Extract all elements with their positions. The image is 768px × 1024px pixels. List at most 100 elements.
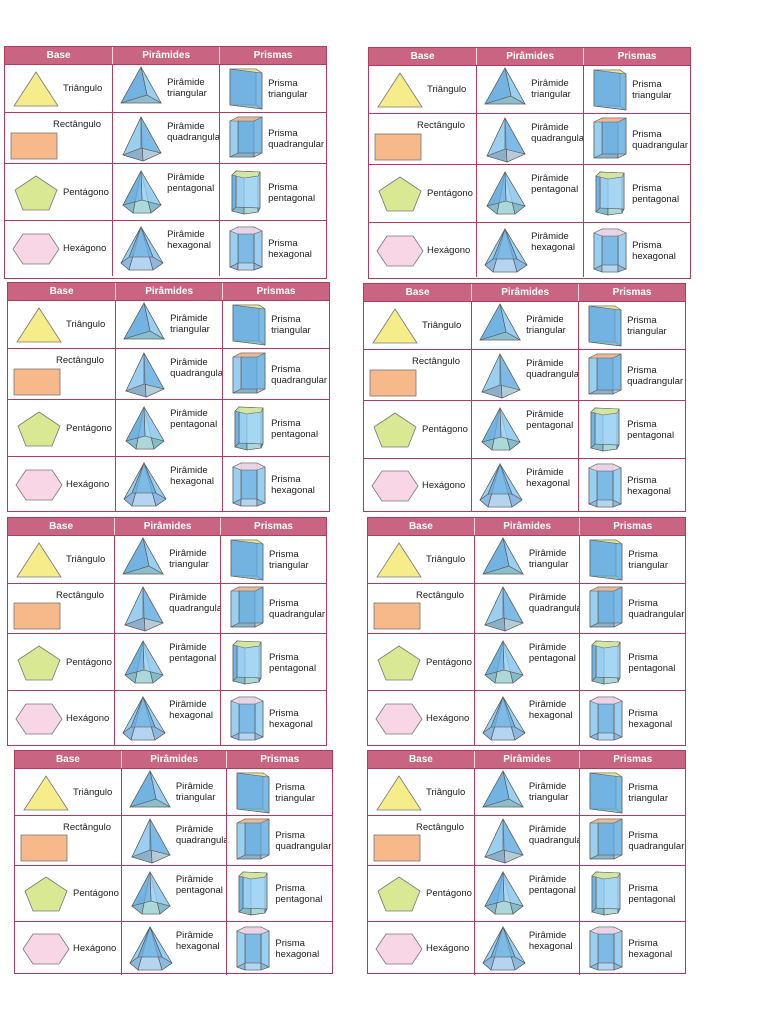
- table-row: Hexágono Pirâmide hexagonal Prisma hexagonal: [369, 222, 690, 277]
- prism-label: Prisma hexagonal: [632, 240, 676, 262]
- prism-label-line1: Prisma: [632, 79, 662, 90]
- hex-prism-icon: [236, 926, 271, 971]
- hex-prism-icon: [232, 462, 266, 506]
- shape-table-card: Base Pirâmides Prismas Triângulo Pirâmide tri…: [14, 750, 333, 975]
- pyramid-label-line1: Pirâmide: [175, 781, 214, 792]
- pyramid-cell-hex: Pirâmide hexagonal: [116, 457, 224, 511]
- prism-label: Prisma triangular: [627, 315, 667, 337]
- prism-label: Prisma triangular: [271, 314, 311, 336]
- pyramid-label-line2: pentagonal: [170, 419, 218, 430]
- table-body: Triângulo Pirâmide triangular Prisma triangu…: [15, 768, 332, 975]
- rect-prism-icon: [593, 117, 627, 158]
- pyramid-label-line2: pentagonal: [531, 184, 579, 195]
- hex-pyramid-icon: [479, 462, 523, 508]
- pent-prism-icon: [238, 871, 268, 916]
- prism-cell-hex: Prisma hexagonal: [227, 922, 332, 975]
- prism-cell-pent: Prisma pentagonal: [227, 866, 332, 921]
- prism-cell-pent: Prisma pentagonal: [223, 400, 329, 456]
- pent-pyramid-icon: [484, 639, 524, 684]
- prism-label-line2: hexagonal: [271, 484, 315, 496]
- pyramid-label-line1: Pirâmide: [526, 358, 564, 369]
- pent-base-shape: [377, 876, 421, 912]
- prism-label: Prisma pentagonal: [268, 182, 315, 204]
- shape-table-card: Base Pirâmides Prismas Triângulo Pirâmide tri…: [7, 282, 330, 512]
- prism-cell-tri: Prisma triangular: [221, 536, 326, 583]
- rect-pyramid-icon: [130, 817, 171, 864]
- base-cell-rect: Rectângulo: [369, 114, 478, 164]
- pyramid-label: Pirâmide triangular: [529, 548, 569, 570]
- table-row: Rectângulo Pirâmide quadrangular Prisma quad…: [369, 113, 690, 164]
- prism-label-line2: triangular: [632, 90, 672, 101]
- pyramid-cell-tri: Pirâmide triangular: [113, 65, 221, 112]
- pyramid-label-line2: hexagonal: [175, 941, 220, 952]
- hex-pyramid-icon: [129, 925, 173, 971]
- header-pyramids: Pirâmides: [116, 283, 224, 300]
- prism-label: Prisma hexagonal: [271, 474, 315, 496]
- table-row: Rectângulo Pirâmide quadrangular Prisma quad…: [5, 112, 326, 163]
- table-header: Base Pirâmides Prismas: [15, 751, 332, 768]
- table-row: Rectângulo Pirâmide quadrangular Prisma quad…: [364, 349, 685, 400]
- hex-pyramid-icon: [484, 227, 528, 273]
- tri-pyramid-icon: [479, 303, 522, 341]
- table-header: Base Pirâmides Prismas: [8, 283, 329, 300]
- base-label: Hexágono: [422, 479, 466, 491]
- prism-label-line1: Prisma: [628, 651, 658, 663]
- prism-cell-pent: Prisma pentagonal: [580, 634, 685, 690]
- pyramid-label-line1: Pirâmide: [526, 409, 564, 420]
- prism-label-line1: Prisma: [271, 363, 301, 375]
- hex-base-shape: [22, 933, 70, 965]
- table-header: Base Pirâmides Prismas: [369, 48, 690, 65]
- pyramid-label: Pirâmide triangular: [167, 77, 207, 99]
- prism-cell-tri: Prisma triangular: [227, 769, 332, 815]
- rect-base-shape: [13, 368, 61, 395]
- base-label: Pentágono: [427, 188, 473, 199]
- pyramid-cell-pent: Pirâmide pentagonal: [116, 400, 224, 456]
- prism-label-line1: Prisma: [269, 651, 299, 663]
- prism-label: Prisma triangular: [628, 549, 668, 571]
- pyramid-label: Pirâmide triangular: [169, 548, 209, 570]
- rect-pyramid-icon: [483, 817, 524, 864]
- prism-label: Prisma triangular: [275, 782, 315, 804]
- pyramid-cell-rect: Pirâmide quadrangular: [475, 816, 581, 865]
- hex-prism-icon: [589, 696, 624, 740]
- header-prisms: Prismas: [253, 50, 293, 61]
- base-cell-hex: Hexágono: [8, 457, 117, 511]
- prism-label-line1: Prisma: [628, 781, 658, 793]
- rect-prism-icon: [590, 818, 623, 860]
- pyramid-label-line2: triangular: [531, 89, 571, 100]
- pyramid-label-line1: Pirâmide: [170, 465, 208, 476]
- prism-label-line2: triangular: [268, 89, 308, 100]
- pent-prism-icon: [591, 871, 621, 916]
- pyramid-cell-tri: Pirâmide triangular: [116, 301, 224, 348]
- pyramid-label-line2: triangular: [175, 792, 216, 803]
- header-pyramids: Pirâmides: [472, 284, 580, 301]
- pyramid-label-line1: Pirâmide: [526, 314, 564, 325]
- base-label: Rectângulo: [416, 822, 465, 833]
- pyramid-label-line1: Pirâmide: [528, 699, 567, 710]
- header-base: Base: [15, 751, 122, 768]
- prism-label: Prisma pentagonal: [269, 652, 316, 674]
- prism-label-line1: Prisma: [268, 238, 298, 249]
- prism-label: Prisma quadrangular: [628, 598, 684, 620]
- pyramid-cell-hex: Pirâmide hexagonal: [115, 691, 222, 745]
- prism-label-line1: Prisma: [632, 128, 662, 140]
- table-body: Triângulo Pirâmide triangular Prisma triangu…: [364, 301, 685, 511]
- table-row: Triângulo Pirâmide triangular Prisma triangu…: [15, 768, 332, 815]
- prism-label-line1: Prisma: [627, 419, 657, 430]
- base-cell-rect: Rectângulo: [364, 350, 473, 400]
- hex-pyramid-icon: [482, 695, 526, 741]
- hex-base-shape: [375, 933, 423, 965]
- base-label: Pentágono: [426, 888, 472, 899]
- prism-label: Prisma pentagonal: [632, 183, 679, 205]
- prism-label-line1: Prisma: [627, 474, 657, 486]
- table-row: Rectângulo Pirâmide quadrangular Prisma quad…: [368, 583, 685, 633]
- base-label: Hexágono: [66, 478, 110, 490]
- pyramid-label: Pirâmide pentagonal: [526, 409, 573, 431]
- pent-base-shape: [378, 176, 422, 212]
- pyramid-label-line1: Pirâmide: [170, 408, 208, 419]
- hex-prism-icon: [589, 926, 624, 971]
- prism-label: Prisma triangular: [632, 79, 672, 101]
- pyramid-label-line2: hexagonal: [526, 478, 571, 489]
- pent-pyramid-icon: [131, 870, 171, 915]
- pent-base-shape: [14, 175, 58, 210]
